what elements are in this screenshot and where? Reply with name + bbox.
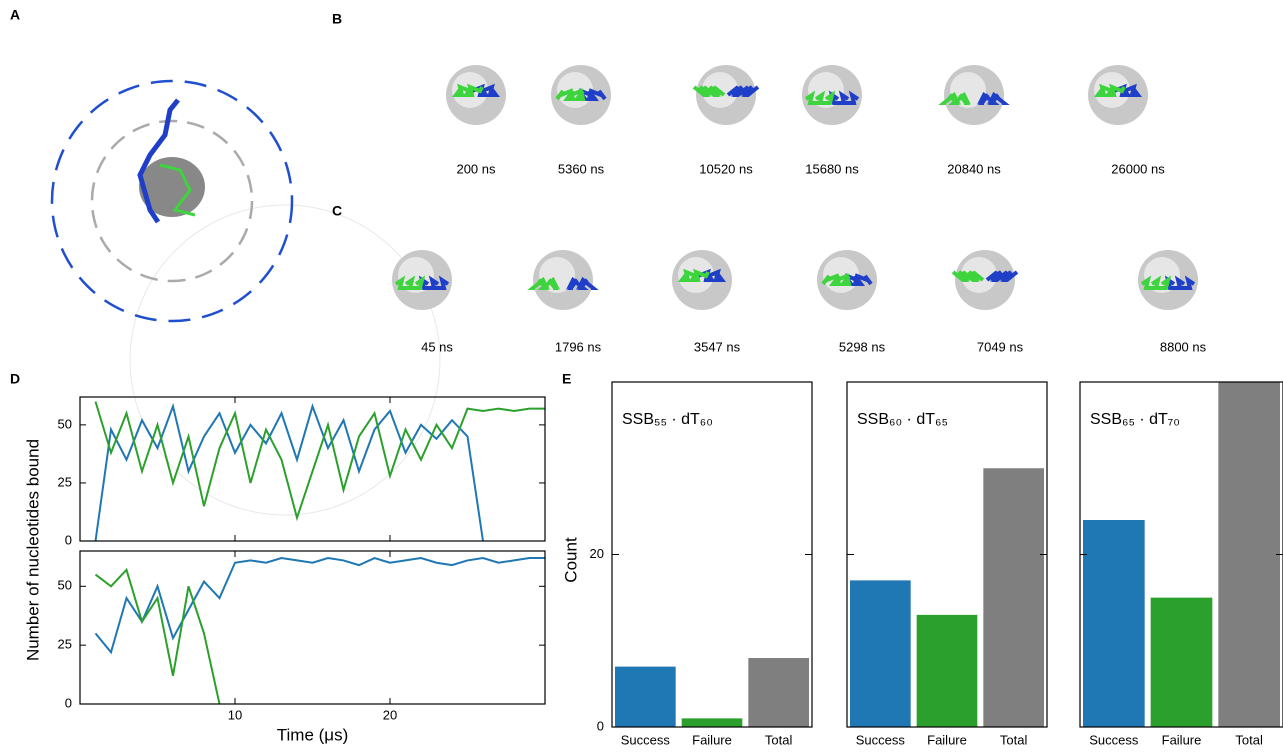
dna-strand: [159, 163, 196, 217]
snapshot-time: 7049 ns: [977, 339, 1024, 354]
x-tick-label: Total: [1235, 732, 1263, 747]
dna-strand: [418, 275, 450, 290]
bar: [850, 580, 911, 727]
panel-label: B: [332, 11, 342, 27]
y-tick-label: 25: [58, 474, 72, 489]
x-tick-label: 20: [383, 707, 397, 722]
snapshot-time: 10520 ns: [699, 161, 753, 176]
protein: [139, 157, 205, 217]
x-tick-label: Failure: [692, 732, 732, 747]
series-line: [94, 556, 545, 655]
x-tick-label: Success: [621, 732, 671, 747]
dna-strand: [1094, 83, 1126, 97]
dna-strand: [678, 268, 710, 282]
snapshot-time: 5360 ns: [558, 161, 605, 176]
inner-ring: [90, 119, 254, 283]
x-tick-label: Success: [1089, 732, 1139, 747]
snapshot-time: 3547 ns: [694, 339, 741, 354]
dna-strand: [1164, 275, 1196, 290]
snapshot-time: 5298 ns: [839, 339, 886, 354]
x-axis-label: Time (μs): [277, 725, 349, 744]
series-line: [94, 402, 484, 542]
bar: [1083, 520, 1145, 727]
dna-strand: [137, 98, 180, 224]
y-tick-label: 20: [590, 546, 604, 561]
y-axis-label: Number of nucleotides bound: [23, 439, 42, 661]
chart-title: SSB₆₅ · dT₇₀: [1090, 411, 1180, 428]
dna-strand: [394, 275, 426, 290]
dna-strand: [1140, 275, 1172, 290]
y-tick-label: 50: [58, 578, 72, 593]
bar: [615, 666, 676, 727]
dna-strand: [985, 270, 1019, 282]
snapshot-time: 45 ns: [421, 339, 453, 354]
x-tick-label: 10: [228, 707, 242, 722]
snapshot-time: 26000 ns: [1111, 161, 1165, 176]
bar: [1150, 597, 1213, 727]
chart-title: SSB₅₅ · dT₆₀: [622, 411, 713, 428]
panel-label: E: [562, 371, 571, 387]
bar: [1218, 382, 1280, 727]
panel-label: D: [10, 371, 20, 387]
series-line: [94, 401, 545, 522]
series-line: [94, 567, 221, 705]
dna-strand: [565, 276, 599, 290]
dna-strand: [452, 83, 484, 97]
dna-strand: [726, 85, 760, 97]
protein-shade: [557, 72, 593, 108]
dna-strand: [527, 276, 561, 290]
x-tick-label: Failure: [1162, 732, 1202, 747]
plot-frame: [846, 381, 1048, 728]
plot-frame: [611, 381, 813, 728]
dna-strand: [976, 91, 1010, 105]
y-axis-label: Count: [561, 537, 580, 583]
dna-strand: [692, 85, 726, 97]
x-tick-label: Success: [856, 732, 906, 747]
dna-strand: [938, 91, 972, 105]
y-tick-label: 0: [65, 532, 72, 547]
chart-title: SSB₆₀ · dT₆₅: [857, 411, 948, 428]
dna-strand: [828, 90, 860, 105]
bar: [983, 468, 1044, 727]
y-tick-label: 0: [597, 718, 604, 733]
snapshot-time: 1796 ns: [555, 339, 602, 354]
x-tick-label: Failure: [927, 732, 967, 747]
snapshot-time: 200 ns: [456, 161, 496, 176]
snapshot-time: 20840 ns: [947, 161, 1001, 176]
snapshot-time: 8800 ns: [1160, 339, 1207, 354]
x-tick-label: Total: [1000, 732, 1028, 747]
plot-frame: [79, 550, 546, 705]
plot-frame: [79, 396, 546, 542]
plot-frame: [1079, 381, 1283, 728]
panel-label: C: [332, 203, 342, 219]
y-tick-label: 0: [65, 695, 72, 710]
dna-strand: [804, 90, 836, 105]
bar: [748, 658, 809, 727]
bar: [916, 614, 978, 727]
faint-circle: [129, 204, 441, 516]
panel-label: A: [10, 7, 20, 23]
y-tick-label: 50: [58, 416, 72, 431]
dna-strand: [821, 273, 852, 286]
bar: [681, 718, 743, 727]
snapshot-time: 15680 ns: [805, 161, 859, 176]
dna-strand: [951, 270, 985, 282]
outer-ring: [50, 79, 294, 323]
protein-shade: [823, 257, 859, 293]
x-tick-label: Total: [765, 732, 793, 747]
dna-strand: [555, 88, 586, 101]
y-tick-label: 25: [58, 637, 72, 652]
